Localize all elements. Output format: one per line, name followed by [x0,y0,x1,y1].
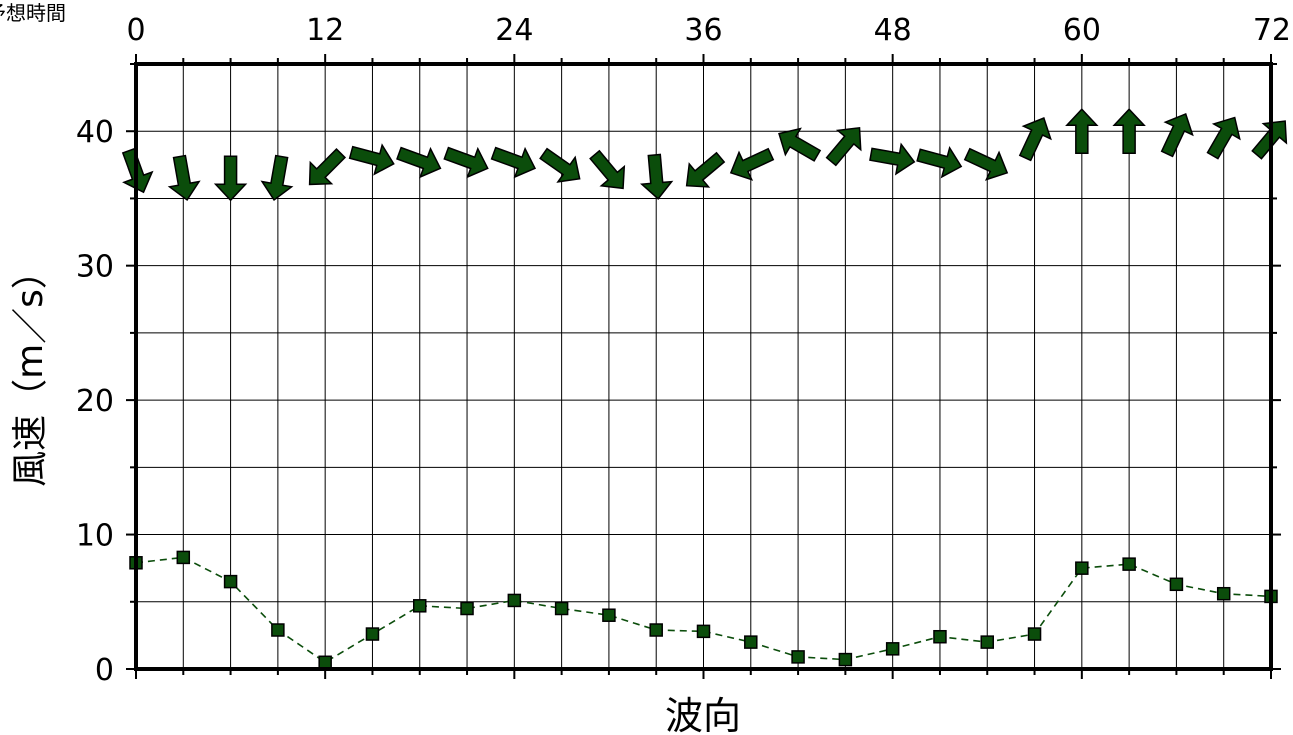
x-tick-label: 48 [874,13,912,48]
data-point [603,609,615,621]
data-point [745,636,757,648]
x-tick-label: 12 [306,13,344,48]
data-point [414,600,426,612]
x-tick-label: 24 [495,13,533,48]
y-axis-title: 風速（m／s） [10,253,51,487]
data-point [556,603,568,615]
x-tick-label: 60 [1063,13,1101,48]
data-point [177,551,189,563]
data-point [792,651,804,663]
left-axis-labels: 0 10 20 30 40 [76,115,114,688]
data-point [650,624,662,636]
data-point [839,654,851,666]
top-axis-labels: 0 12 24 36 48 60 72 [126,13,1291,48]
wind-arrow [165,154,202,203]
wind-arrow [259,154,296,203]
data-point [698,625,710,637]
x-axis-title: 波向 [665,694,741,735]
data-point [508,594,520,606]
data-point [934,631,946,643]
data-point [1029,628,1041,640]
y-tick-label: 30 [76,250,114,285]
y-tick-label: 10 [76,519,114,554]
data-point [1170,578,1182,590]
wind-arrow [639,154,673,200]
data-point [1076,562,1088,574]
wind-arrow [216,156,246,200]
x-tick-label: 72 [1253,13,1291,48]
data-point [272,624,284,636]
x-tick-label: 36 [684,13,722,48]
x-tick-label: 0 [126,13,145,48]
data-point [319,656,331,668]
data-point [1123,558,1135,570]
grid [136,64,1271,669]
data-point [887,643,899,655]
data-point [1218,588,1230,600]
y-tick-label: 0 [95,653,114,688]
data-point [461,603,473,615]
top-axis-title: 予想時間 [0,1,66,25]
y-tick-label: 20 [76,384,114,419]
data-point [225,576,237,588]
data-point [366,628,378,640]
data-point [981,636,993,648]
y-tick-label: 40 [76,115,114,150]
